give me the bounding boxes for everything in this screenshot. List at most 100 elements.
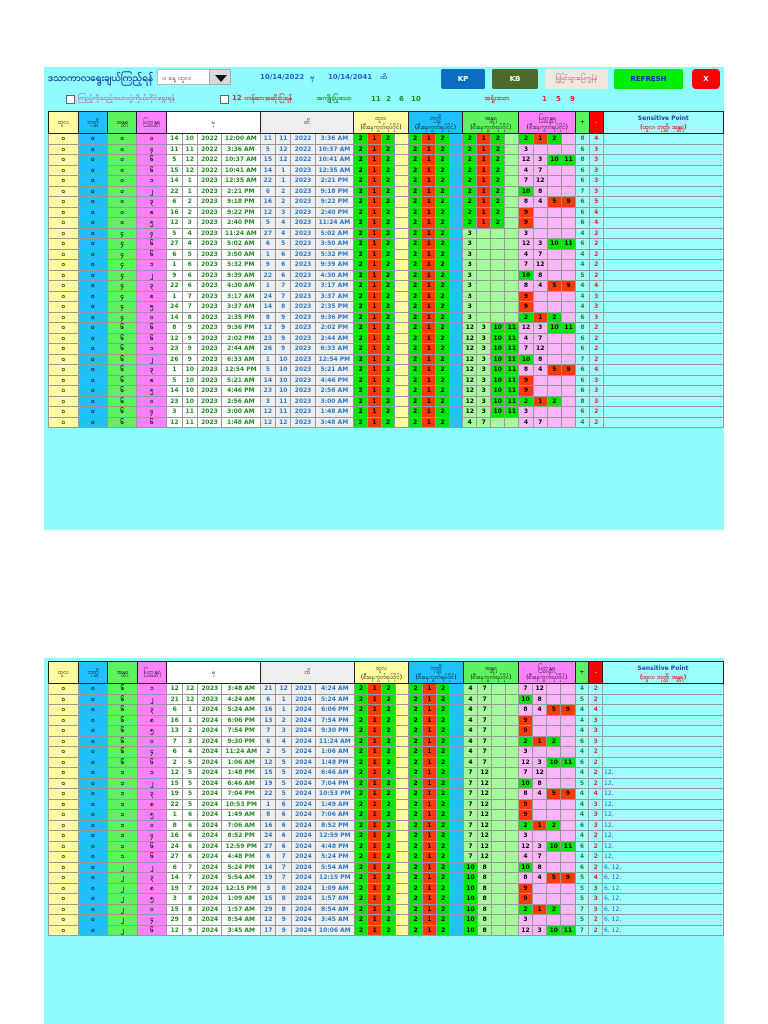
pattern-cell [560, 133, 577, 145]
pattern-cell: 2 [381, 851, 396, 863]
from-cell: 1:48 PM [221, 767, 262, 779]
table-row[interactable]: ၀၀၂၂ 6 7 2024 5:24 PM 14 7 2024 5:54 AM 2 1 2 2 1 2 10 8… [48, 861, 724, 873]
table-row[interactable]: ၀၀၀၈ 16 2 2023 9:22 PM 12 3 2023 2:40 PM 2 1 2 2 1 2 2 1… [48, 206, 725, 218]
kp-button[interactable]: KP [441, 69, 485, 89]
table-row[interactable]: ၀၀၁၀ 8 6 2024 7:06 AM 16 6 2024 8:52 PM 2 1 2 2 1 2 7 12… [48, 819, 724, 831]
table-row[interactable]: ၀၀၄၅ 24 7 2023 3:37 AM 14 8 2023 2:35 PM 2 1 2 2 1 2 3 9… [48, 301, 725, 313]
pattern-cell [490, 301, 506, 313]
table-row[interactable]: ၀၀၆၅ 14 10 2023 4:46 PM 23 10 2023 2:56 AM 2 1 2 2 1 2… [48, 385, 725, 397]
pattern-cell [504, 914, 519, 926]
table-row[interactable]: ၀၀၂၆ 12 9 2024 3:45 AM 17 9 2024 10:06 AM 2 1 2 2 1 2 1… [48, 924, 724, 936]
pattern-cell [504, 248, 520, 260]
pattern-cell [504, 872, 519, 884]
to-cell: 3:17 AM [314, 280, 355, 292]
kb-button[interactable]: KB [492, 69, 538, 89]
pattern-cell [504, 238, 520, 250]
start-date[interactable]: 10/14/2022 [260, 73, 305, 81]
table-row[interactable]: ၀၀၁၆ 24 6 2024 12:59 PM 27 6 2024 4:48 PM 2 1 2 2 1 2 7… [48, 840, 724, 852]
from-cell: 2023 [196, 322, 223, 334]
table-row[interactable]: ၀၀၄၃ 22 6 2023 4:30 AM 1 7 2023 3:17 AM 2 1 2 2 1 2 3 8 4… [48, 280, 725, 292]
table-row[interactable]: ၀၀၄၆ 6 5 2023 3:50 AM 1 6 2023 5:32 PM 2 1 2 2 1 2 3 4 7 4… [48, 248, 725, 260]
table-row[interactable]: ၀၀၀၃ 6 2 2023 9:18 PM 16 2 2023 9:22 PM 2 1 2 2 1 2 2 1 2… [48, 196, 725, 208]
table-row[interactable]: ၀၀၂၄ 29 8 2024 8:54 AM 12 9 2024 3:45 AM 2 1 2 2 1 2 10… [48, 914, 724, 926]
table-row[interactable]: ၀၀၄၈ 1 7 2023 3:17 AM 24 7 2023 3:37 AM 2 1 2 2 1 2 3 9 4… [48, 290, 725, 302]
pattern-cell: 2 [462, 175, 478, 187]
table-row[interactable]: ၀၀၀၆ 15 12 2022 10:41 AM 14 1 2023 12:35 AM 2 1 2 2 1… [48, 164, 725, 176]
table-row[interactable]: ၀၀၀၂ 22 1 2023 2:21 PM 6 2 2023 9:18 PM 2 1 2 2 1 2 2 1 2… [48, 185, 725, 197]
to-cell: 5 [275, 777, 292, 789]
table-row[interactable]: ၀၀၆၄ 3 11 2023 3:00 AM 12 11 2023 1:48 AM 2 1 2 2 1 2 1… [48, 406, 725, 418]
table-row[interactable]: ၀၀၆၁ 12 12 2023 3:48 AM 21 12 2023 4:24 AM 2 1 2 2 1 2… [48, 683, 724, 695]
table-row[interactable]: ၀၀၁၄ 16 6 2024 8:52 PM 24 6 2024 12:59 PM 2 1 2 2 1 2 7… [48, 830, 724, 842]
table-row[interactable]: ၀၀၆၅ 13 2 2024 7:54 PM 7 3 2024 9:30 PM 2 1 2 2 1 2 4 7 9… [48, 725, 724, 737]
twelve-signs-checkbox[interactable] [220, 95, 229, 104]
to-cell: 2024 [290, 767, 316, 779]
table-row[interactable]: ၀၀၂၅ 3 8 2024 1:09 AM 15 8 2024 1:57 AM 2 1 2 2 1 2 10 8… [48, 893, 724, 905]
end-date[interactable]: 10/14/2041 [328, 73, 373, 81]
pattern-cell: 2 [407, 395, 423, 407]
refresh-button[interactable]: REFRESH [614, 69, 683, 89]
table-row[interactable]: ၀၀၄၆ 27 4 2023 5:02 AM 6 5 2023 3:50 AM 2 1 2 2 1 2 3 12… [48, 238, 725, 250]
pattern-cell: 12 [476, 851, 493, 863]
sensitive-point-cell: 6, 12, [602, 861, 724, 873]
table-row[interactable]: ၀၀၆၈ 5 10 2023 5:21 AM 14 10 2023 4:46 PM 2 1 2 2 1 2 1… [48, 374, 725, 386]
table-row[interactable]: ၀၀၆၆ 8 9 2023 9:36 PM 12 9 2023 2:02 PM 2 1 2 2 1 2 12 3… [48, 322, 725, 334]
table-row[interactable]: ၀၀၁၃ 19 5 2024 7:04 PM 22 5 2024 10:53 PM 2 1 2 2 1 2 7… [48, 788, 724, 800]
pattern-cell: 3 [476, 364, 492, 376]
table-row[interactable]: ၀၀၄၂ 9 6 2023 9:39 AM 22 6 2023 4:30 AM 2 1 2 2 1 2 3 10… [48, 269, 725, 281]
close-button[interactable]: X [692, 69, 720, 89]
table-row[interactable]: ၀၀၆၀ 23 10 2023 2:56 AM 3 11 2023 3:00 AM 2 1 2 2 1 2 1… [48, 395, 725, 407]
pattern-cell: 2 [435, 914, 451, 926]
table-row[interactable]: ၀၀၄၄ 5 4 2023 11:24 AM 27 4 2023 5:02 AM 2 1 2 2 1 2 3 3… [48, 227, 725, 239]
to-cell: 3 [275, 206, 292, 218]
toolbar: ဒသာကာလရွေးချယ်ကြည့်ရန် ၀ နေ့ ထူလ 10/14/2… [44, 67, 724, 111]
from-cell: 2:40 PM [221, 217, 261, 229]
table-row[interactable]: ၀၀၆၄ 6 4 2024 11:24 AM 2 5 2024 1:06 AM 2 1 2 2 1 2 4 7 3… [48, 746, 724, 758]
table-row[interactable]: ၀၀၆၂ 21 12 2023 4:24 AM 6 1 2024 5:24 AM 2 1 2 2 1 2 4 7… [48, 693, 724, 705]
manual-select-checkbox[interactable] [66, 95, 75, 104]
table-row[interactable]: ၀၀၀၁ 14 1 2023 12:35 AM 22 1 2023 2:21 PM 2 1 2 2 1 2 2… [48, 175, 725, 187]
chevron-down-icon[interactable] [209, 69, 231, 85]
pattern-cell: 2 [408, 924, 423, 936]
table-row[interactable]: ၀၀၆၀ 7 3 2024 9:30 PM 6 4 2024 11:24 AM 2 1 2 2 1 2 4 7 2… [48, 735, 724, 747]
pattern-cell: 7 [462, 809, 479, 821]
table-row[interactable]: ၀၀၆၁ 23 9 2023 2:44 AM 26 9 2023 6:33 AM 2 1 2 2 1 2 12… [48, 343, 725, 355]
table-row[interactable]: ၀၀၁၁ 12 5 2024 1:48 PM 15 5 2024 6:46 AM 2 1 2 2 1 2 7 1… [48, 767, 724, 779]
table-row[interactable]: ၀၀၆၃ 6 1 2024 5:24 AM 16 1 2024 6:06 PM 2 1 2 2 1 2 4 7 8… [48, 704, 724, 716]
pattern-cell [560, 248, 577, 260]
bad-label: အရှုံးဒသာ [484, 94, 510, 102]
table-row[interactable]: ၀၀၆၂ 26 9 2023 6:33 AM 1 10 2023 12:54 PM 2 1 2 2 1 2 1… [48, 353, 725, 365]
table-row[interactable]: ၀၀၂၀ 15 8 2024 1:57 AM 29 8 2024 8:54 AM 2 1 2 2 1 2 10… [48, 903, 724, 915]
table-row[interactable]: ၀၀၀၀ 14 10 2022 12:00 AM 11 11 2022 3:36 AM 2 1 2 2 1… [48, 133, 725, 145]
pattern-cell: 2 [353, 196, 368, 208]
from-cell: 6 [166, 746, 183, 758]
sensitive-point-cell [602, 364, 725, 376]
table-row[interactable]: ၀၀၆၃ 1 10 2023 12:54 PM 5 10 2023 5:21 AM 2 1 2 2 1 2 1… [48, 364, 725, 376]
table-row[interactable]: ၀၀၆၆ 12 9 2023 2:02 PM 23 9 2023 2:44 AM 2 1 2 2 1 2 12… [48, 332, 725, 344]
pattern-cell [476, 238, 492, 250]
pattern-cell [504, 725, 519, 737]
to-cell: 7:06 AM [314, 809, 355, 821]
table-row[interactable]: ၀၀၄၁ 1 6 2023 5:32 PM 9 6 2023 9:39 AM 2 1 2 2 1 2 3 7 12… [48, 259, 725, 271]
table-row[interactable]: ၀၀၁၆ 27 6 2024 4:48 PM 6 7 2024 5:24 PM 2 1 2 2 1 2 7 12… [48, 851, 724, 863]
table-row[interactable]: ၀၀၄၀ 14 8 2023 2:35 PM 8 9 2023 9:36 PM 2 1 2 2 1 2 3 2 1… [48, 311, 725, 323]
pattern-cell: 2 [381, 788, 396, 800]
table-row[interactable]: ၀၀၂၈ 19 7 2024 12:15 PM 3 8 2024 1:09 AM 2 1 2 2 1 2 10… [48, 882, 724, 894]
table-row[interactable]: ၀၀၁၂ 15 5 2024 6:46 AM 19 5 2024 7:04 PM 2 1 2 2 1 2 7 1… [48, 777, 724, 789]
back-button[interactable]: ပြုပြင်သွားပြေကွန်နံ [545, 69, 608, 89]
from-cell: 2024 [197, 714, 223, 726]
to-cell: 24 [259, 290, 277, 302]
table-row[interactable]: ၀၀၀၅ 12 3 2023 2:40 PM 5 4 2023 11:24 AM 2 1 2 2 1 2 2 1… [48, 217, 725, 229]
table-row[interactable]: ၀၀၀၄ 11 11 2022 3:36 AM 5 12 2022 10:37 AM 2 1 2 2 1 2… [48, 143, 725, 155]
pattern-cell [491, 693, 506, 705]
from-cell: 5 [181, 756, 199, 768]
pattern-cell: 2 [435, 788, 451, 800]
table-row[interactable]: ၀၀၂၃ 14 7 2024 5:54 AM 19 7 2024 12:15 PM 2 1 2 2 1 2 1… [48, 872, 724, 884]
table-row[interactable]: ၀၀၆၈ 16 1 2024 6:06 PM 13 2 2024 7:54 PM 2 1 2 2 1 2 4 7… [48, 714, 724, 726]
table-row[interactable]: ၀၀၁၅ 1 6 2024 1:49 AM 8 6 2024 7:06 AM 2 1 2 2 1 2 7 12 9… [48, 809, 724, 821]
table-row[interactable]: ၀၀၁၈ 22 5 2024 10:53 PM 1 6 2024 1:49 AM 2 1 2 2 1 2 7 1… [48, 798, 724, 810]
table-row[interactable]: ၀၀၆၆ 12 11 2023 1:48 AM 12 12 2023 3:48 AM 2 1 2 2 1 2… [48, 416, 725, 428]
table-row[interactable]: ၀၀၆၆ 2 5 2024 1:06 AM 12 5 2024 1:48 PM 2 1 2 2 1 2 4 7 1… [48, 756, 724, 768]
table-row[interactable]: ၀၀၀၆ 5 12 2022 10:37 AM 15 12 2022 10:41 AM 2 1 2 2 1… [48, 154, 725, 166]
from-cell: 2024 [197, 914, 223, 926]
